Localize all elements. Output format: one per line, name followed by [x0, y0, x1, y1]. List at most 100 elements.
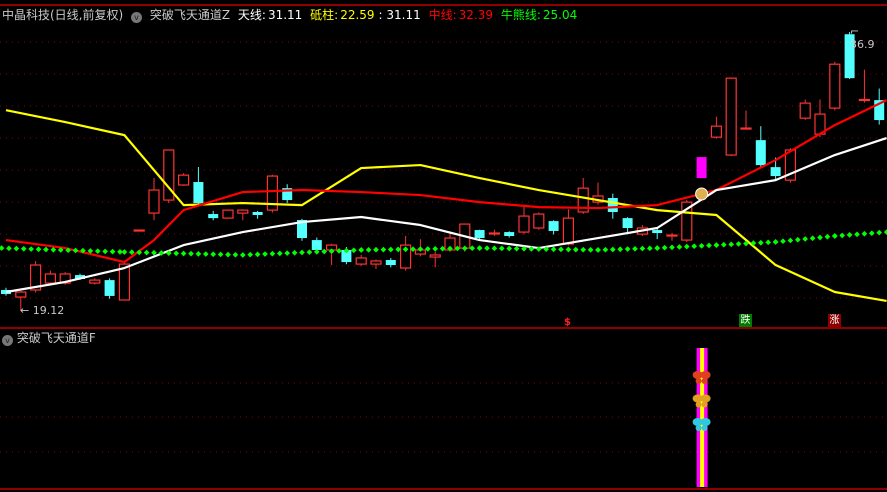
niu-dot	[102, 248, 108, 255]
niu-dot	[276, 250, 283, 257]
main-header: 中晶科技(日线,前复权) v 突破飞天通道Z 天线: 31.11 砥柱: 22.59…	[2, 7, 581, 23]
niu-dot	[846, 232, 853, 238]
niu-dot	[439, 245, 446, 252]
niu-dot	[410, 246, 416, 252]
niu-dot	[165, 250, 172, 256]
niu-dot	[269, 250, 276, 257]
niu-dot	[765, 239, 772, 246]
chevron-down-icon[interactable]: v	[2, 335, 13, 346]
niu-dot	[35, 246, 42, 253]
niu-dot	[188, 250, 194, 257]
niu-dot	[151, 249, 157, 256]
niu-dot	[691, 243, 698, 250]
candle-body	[858, 98, 871, 102]
niu-dot	[506, 245, 513, 252]
niu-dot	[424, 246, 431, 252]
niu-dot	[543, 246, 550, 252]
high-price-label: ⌐ 36.9	[850, 25, 875, 51]
tian-value: 31.11	[267, 8, 303, 22]
niu-dot	[461, 245, 468, 252]
low-price-value: 19.12	[32, 304, 65, 317]
niu-dot	[550, 246, 557, 253]
candle-body	[385, 260, 396, 266]
niu-dot	[87, 248, 94, 254]
niu-dot	[454, 245, 461, 252]
niu-dot	[876, 229, 883, 236]
niu-dot	[558, 246, 564, 253]
niu-dot	[831, 233, 838, 239]
dizhu-value: 22.59	[340, 8, 375, 22]
candle-body	[15, 291, 27, 298]
candle-body	[370, 260, 382, 265]
candle-body	[474, 230, 485, 239]
candle-body	[696, 157, 707, 179]
niu-dot	[336, 248, 342, 254]
niu-dot	[720, 241, 727, 248]
candle-body	[118, 263, 131, 301]
die-signal-badge: 跌	[739, 314, 752, 327]
niu-dot	[232, 251, 239, 258]
niu-dot	[173, 250, 180, 257]
candle-body	[30, 264, 42, 291]
niu-dot	[513, 245, 520, 252]
high-price-value: 36.9	[850, 38, 875, 51]
candle-body	[725, 77, 737, 156]
niu-dot	[861, 230, 868, 237]
niu-dot	[365, 247, 372, 253]
niu-dot	[654, 245, 661, 251]
niu-dot	[328, 248, 335, 255]
candle-body	[622, 218, 633, 228]
candle-body	[208, 214, 219, 219]
zhong-value: 32.39	[458, 8, 493, 22]
niu-dot	[202, 251, 209, 257]
niu-dot	[380, 246, 387, 253]
niu-dot	[239, 252, 246, 258]
niu-dot	[417, 246, 424, 252]
niu-dot	[757, 239, 764, 246]
candle-body	[89, 279, 101, 284]
niu-dot	[313, 249, 320, 255]
niu-dot	[20, 245, 27, 252]
zhong-label: 中线:	[428, 8, 457, 22]
niu-dot	[676, 244, 683, 250]
niu-dot	[254, 251, 261, 258]
niu-dot	[402, 246, 409, 253]
niu-dot	[225, 251, 231, 258]
candle-body	[163, 149, 175, 201]
niu-dot	[343, 247, 350, 254]
niu-dot	[262, 251, 268, 257]
sub-indicator-name[interactable]: 突破飞天通道F	[16, 331, 96, 345]
niu-dot	[299, 249, 305, 256]
niu-dot	[646, 245, 653, 252]
indicator-name[interactable]: 突破飞天通道Z	[149, 8, 231, 22]
niu-dot	[291, 249, 298, 256]
niu-dot	[743, 240, 749, 247]
niu-dot	[706, 242, 712, 249]
zhong-line	[5, 99, 887, 264]
candle-body	[577, 187, 589, 213]
niu-dot	[128, 249, 135, 256]
candle-body	[488, 232, 500, 235]
candle-body	[548, 221, 559, 231]
niu-dot	[94, 248, 101, 254]
stock-name: 中晶科技(日线,前复权)	[2, 8, 124, 22]
niu-dot	[395, 246, 402, 253]
niu-dot	[432, 245, 439, 252]
niu-dot	[447, 245, 453, 252]
chevron-down-icon[interactable]: v	[131, 12, 143, 23]
niu-dot	[350, 247, 357, 254]
niu-dot	[535, 246, 542, 252]
candle-body	[266, 175, 278, 211]
niu-dot	[565, 246, 572, 253]
niu-dot	[750, 240, 757, 246]
niu-dot	[824, 233, 831, 240]
candle-body	[237, 209, 249, 214]
candle-body	[829, 63, 841, 109]
niu-dot	[595, 247, 601, 253]
candle-body	[799, 102, 811, 119]
candle-body	[148, 189, 160, 214]
niu-dot	[6, 245, 12, 252]
niu-dot	[109, 248, 116, 255]
niu-dot	[358, 247, 365, 253]
